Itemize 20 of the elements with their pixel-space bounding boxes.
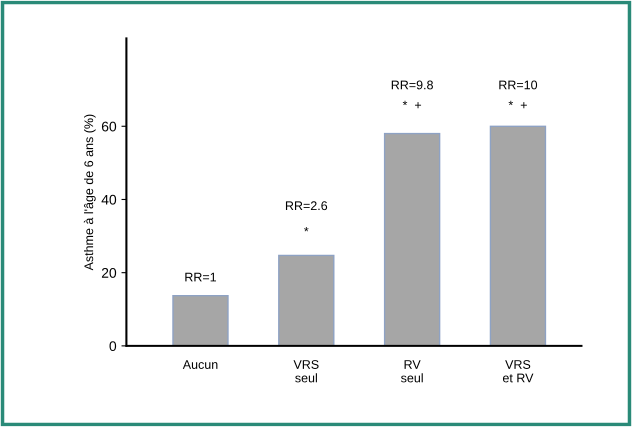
annotation: * bbox=[304, 227, 309, 232]
bar bbox=[490, 126, 546, 346]
y-tick-label: 40 bbox=[102, 194, 116, 205]
bar bbox=[172, 295, 229, 346]
annotation: RR=2.6 bbox=[286, 201, 328, 210]
bar bbox=[384, 132, 440, 346]
annotation: * + bbox=[508, 100, 527, 108]
annotation: RR=9.8 bbox=[392, 80, 433, 90]
annotation: RR=10 bbox=[499, 80, 538, 90]
annotation: * + bbox=[402, 100, 422, 108]
x-tick-label: VRS seul bbox=[294, 360, 319, 382]
bar bbox=[278, 254, 335, 346]
x-tick-label: RV seul bbox=[401, 360, 423, 382]
y-tick-label: 0 bbox=[109, 341, 116, 352]
y-tick-label: 60 bbox=[102, 122, 116, 132]
x-tick-label: VRS et RV bbox=[502, 360, 534, 382]
y-axis-title: Asthme à l'âge de 6 ans (%) bbox=[84, 114, 96, 270]
y-tick-label: 20 bbox=[102, 268, 116, 278]
x-tick-label: Aucun bbox=[182, 360, 218, 369]
annotation: RR=1 bbox=[185, 272, 216, 282]
